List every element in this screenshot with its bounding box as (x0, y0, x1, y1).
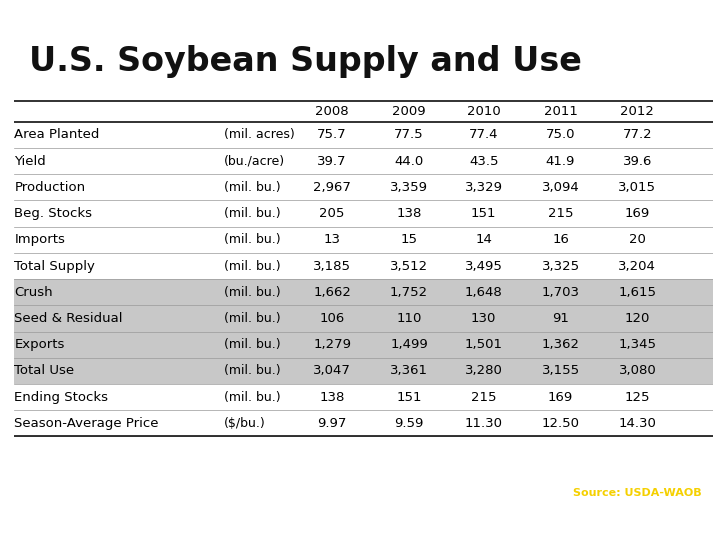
Text: 43.5: 43.5 (469, 154, 498, 167)
Text: Yield: Yield (14, 154, 46, 167)
Text: 1,499: 1,499 (390, 338, 428, 351)
Text: 41.9: 41.9 (546, 154, 575, 167)
Text: 1,279: 1,279 (313, 338, 351, 351)
Text: 1,662: 1,662 (313, 286, 351, 299)
Text: 9.97: 9.97 (318, 417, 347, 430)
Text: 3,361: 3,361 (390, 364, 428, 377)
Text: 125: 125 (625, 390, 650, 403)
Text: 120: 120 (625, 312, 650, 325)
Text: 11.30: 11.30 (464, 417, 503, 430)
Text: 44.0: 44.0 (395, 154, 423, 167)
Text: Exports: Exports (14, 338, 65, 351)
Text: Total Supply: Total Supply (14, 260, 95, 273)
Text: 2009: 2009 (392, 105, 426, 118)
Text: 138: 138 (320, 390, 345, 403)
Text: 3,512: 3,512 (390, 260, 428, 273)
Text: 1,501: 1,501 (464, 338, 503, 351)
Text: (mil. acres): (mil. acres) (224, 129, 294, 141)
Text: 1,752: 1,752 (390, 286, 428, 299)
Text: Ending Stocks: Ending Stocks (14, 390, 109, 403)
Bar (14, 279, 713, 305)
Text: 3,329: 3,329 (464, 181, 503, 194)
Text: 1,362: 1,362 (541, 338, 580, 351)
Text: (mil. bu.): (mil. bu.) (224, 286, 281, 299)
Text: 77.2: 77.2 (623, 129, 652, 141)
Text: Total Use: Total Use (14, 364, 75, 377)
Text: 3,204: 3,204 (618, 260, 657, 273)
Text: 2008: 2008 (315, 105, 349, 118)
Text: 106: 106 (320, 312, 345, 325)
Text: 3,015: 3,015 (618, 181, 657, 194)
Text: 3,155: 3,155 (541, 364, 580, 377)
Bar (14, 358, 713, 384)
Text: 14.30: 14.30 (618, 417, 657, 430)
Text: 1,648: 1,648 (465, 286, 503, 299)
Text: 2,967: 2,967 (313, 181, 351, 194)
Bar (14, 332, 713, 358)
Text: Extension and Outreach/Department of Economics: Extension and Outreach/Department of Eco… (18, 519, 248, 528)
Text: 15: 15 (400, 233, 418, 246)
Text: 9.59: 9.59 (395, 417, 423, 430)
Text: (mil. bu.): (mil. bu.) (224, 207, 281, 220)
Text: 3,047: 3,047 (313, 364, 351, 377)
Text: 75.7: 75.7 (318, 129, 347, 141)
Text: (mil. bu.): (mil. bu.) (224, 181, 281, 194)
Text: (mil. bu.): (mil. bu.) (224, 260, 281, 273)
Text: Seed & Residual: Seed & Residual (14, 312, 123, 325)
Text: Area Planted: Area Planted (14, 129, 100, 141)
Text: (mil. bu.): (mil. bu.) (224, 364, 281, 377)
Text: 1,703: 1,703 (541, 286, 580, 299)
Text: 3,325: 3,325 (541, 260, 580, 273)
Text: 130: 130 (471, 312, 496, 325)
Text: Season-Average Price: Season-Average Price (14, 417, 159, 430)
Text: 77.5: 77.5 (394, 129, 424, 141)
Text: 39.7: 39.7 (318, 154, 347, 167)
Text: 2010: 2010 (467, 105, 500, 118)
Text: 215: 215 (471, 390, 497, 403)
Text: Beg. Stocks: Beg. Stocks (14, 207, 92, 220)
Text: 151: 151 (471, 207, 497, 220)
Text: 110: 110 (396, 312, 422, 325)
Text: 3,359: 3,359 (390, 181, 428, 194)
Text: (mil. bu.): (mil. bu.) (224, 390, 281, 403)
Text: (mil. bu.): (mil. bu.) (224, 233, 281, 246)
Text: 3,080: 3,080 (618, 364, 656, 377)
Text: 1,615: 1,615 (618, 286, 657, 299)
Text: 169: 169 (548, 390, 573, 403)
Text: 151: 151 (396, 390, 422, 403)
Text: (mil. bu.): (mil. bu.) (224, 312, 281, 325)
Bar (14, 305, 713, 332)
Text: Imports: Imports (14, 233, 66, 246)
Text: 75.0: 75.0 (546, 129, 575, 141)
Text: 20: 20 (629, 233, 646, 246)
Text: 3,495: 3,495 (465, 260, 503, 273)
Text: 91: 91 (552, 312, 569, 325)
Text: 2011: 2011 (544, 105, 577, 118)
Text: 39.6: 39.6 (623, 154, 652, 167)
Text: 3,094: 3,094 (541, 181, 580, 194)
Text: ($/bu.): ($/bu.) (224, 417, 266, 430)
Text: 14: 14 (475, 233, 492, 246)
Text: 13: 13 (324, 233, 341, 246)
Text: Crush: Crush (14, 286, 53, 299)
Text: 169: 169 (625, 207, 650, 220)
Text: Iowa State University: Iowa State University (18, 487, 217, 504)
Text: 16: 16 (552, 233, 569, 246)
Text: 3,185: 3,185 (313, 260, 351, 273)
Text: (bu./acre): (bu./acre) (224, 154, 285, 167)
Text: 205: 205 (320, 207, 345, 220)
Text: Ag Decision Maker: Ag Decision Maker (540, 515, 702, 529)
Text: 77.4: 77.4 (469, 129, 498, 141)
Text: Source: USDA-WAOB: Source: USDA-WAOB (573, 488, 702, 498)
Text: 138: 138 (396, 207, 422, 220)
Text: Production: Production (14, 181, 86, 194)
Text: 1,345: 1,345 (618, 338, 657, 351)
Text: 12.50: 12.50 (541, 417, 580, 430)
Text: 215: 215 (548, 207, 573, 220)
Text: (mil. bu.): (mil. bu.) (224, 338, 281, 351)
Text: 2012: 2012 (621, 105, 654, 118)
Text: 3,280: 3,280 (465, 364, 503, 377)
Text: U.S. Soybean Supply and Use: U.S. Soybean Supply and Use (29, 45, 582, 78)
